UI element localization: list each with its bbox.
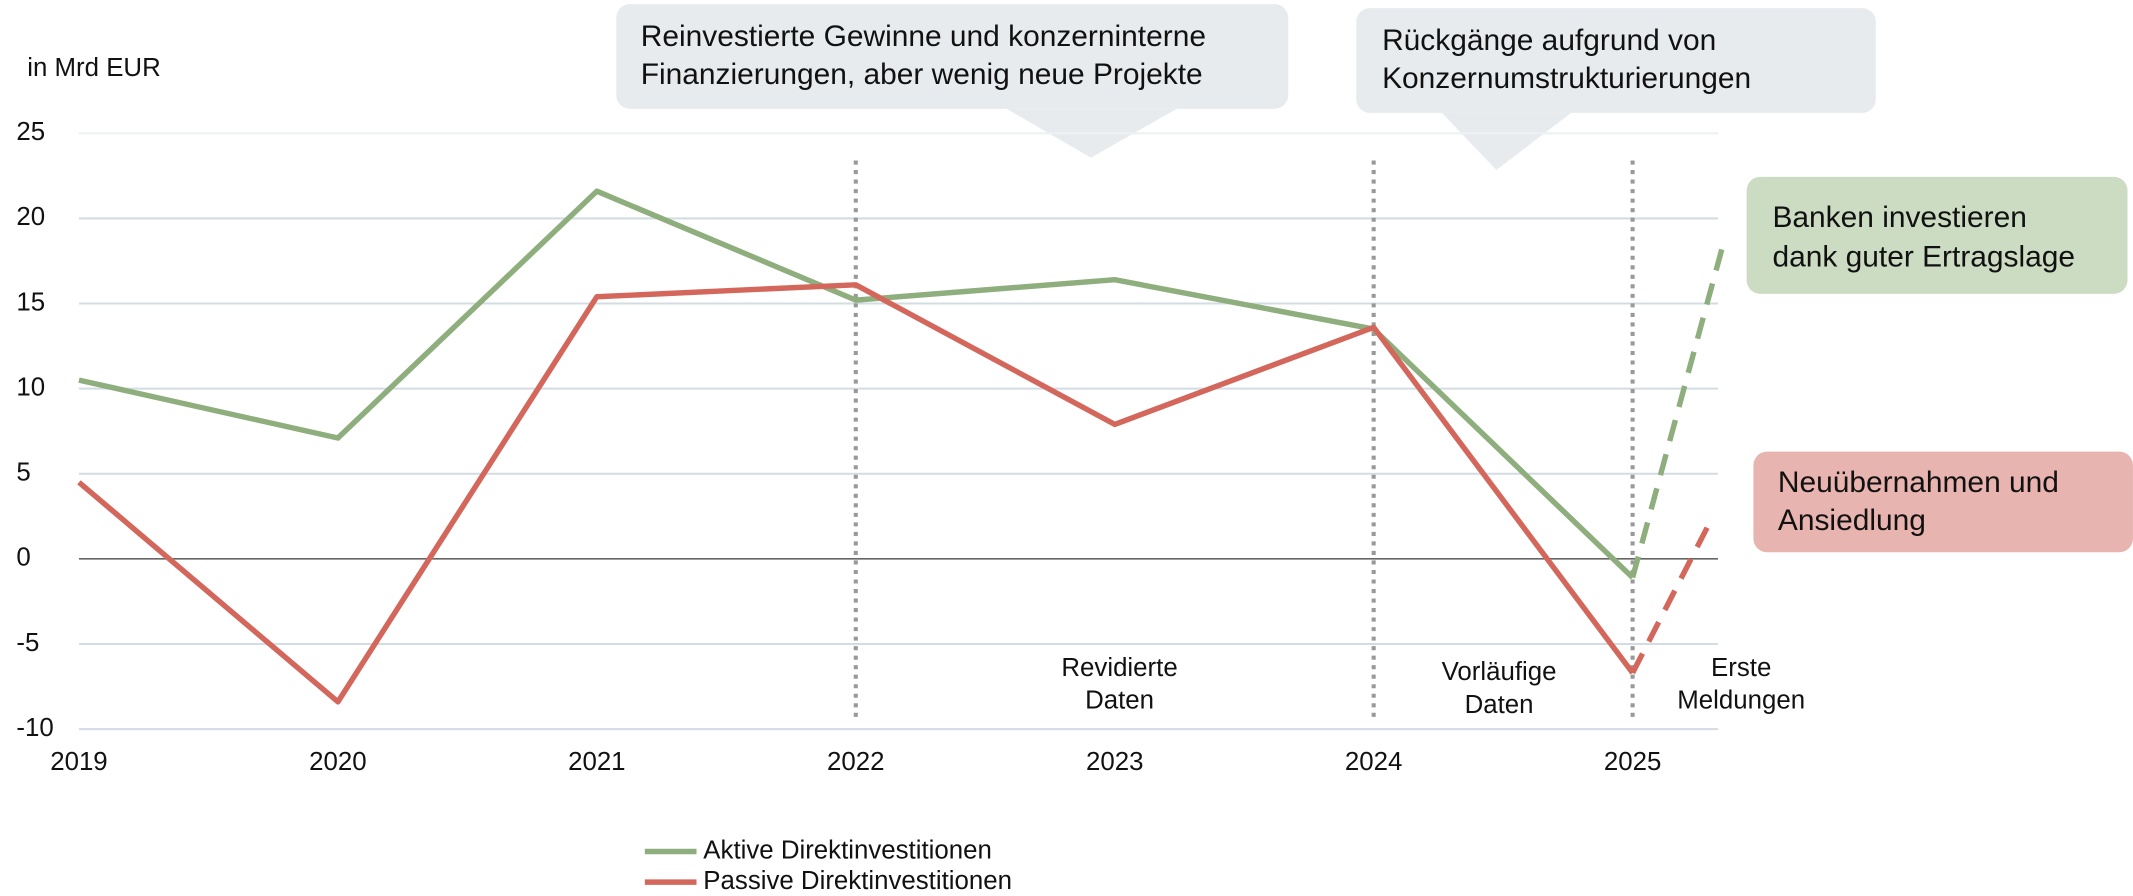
callout-box [616,4,1289,109]
period-label: Daten [1465,691,1534,719]
callout-text: Neuübernahmen und [1778,466,2059,499]
x-tick-label: 2024 [1345,748,1402,776]
period-label: Revidierte [1061,654,1177,682]
callout-text: Reinvestierte Gewinne und konzerninterne [641,20,1206,53]
callout-text: Rückgänge aufgrund von [1382,24,1716,57]
y-tick-label: 25 [16,118,45,146]
callout-box [1356,8,1876,113]
period-label: Daten [1085,687,1154,715]
x-tick-label: 2021 [568,748,625,776]
callout-text: Konzernumstrukturierungen [1382,62,1751,95]
y-tick-label: -5 [16,629,39,657]
y-unit-label: in Mrd EUR [27,54,160,82]
y-tick-label: 5 [16,459,30,487]
legend-label: Aktive Direktinvestitionen [703,836,992,864]
callout-text: Banken investieren [1772,201,2026,234]
y-tick-label: 20 [16,203,45,231]
forecast-line [1629,243,1726,579]
callout-text: Finanzierungen, aber wenig neue Projekte [641,58,1203,91]
callout-box [1753,451,2133,553]
callout-box [1746,176,2128,294]
y-tick-label: -10 [16,714,53,742]
x-tick-label: 2025 [1604,748,1661,776]
period-label: Vorläufige [1442,658,1557,686]
period-label: Erste [1711,654,1771,682]
series-line [77,282,1635,705]
legend-label: Passive Direktinvestitionen [703,867,1012,895]
callout-text: dank guter Ertragslage [1772,240,2075,273]
x-tick-label: 2022 [827,748,884,776]
callout-pointer [1441,112,1572,171]
y-tick-label: 15 [16,288,45,316]
x-tick-label: 2019 [50,748,107,776]
x-tick-label: 2023 [1086,748,1143,776]
x-tick-label: 2020 [309,748,366,776]
period-label: Meldungen [1677,687,1805,715]
callout-text: Ansiedlung [1778,504,1926,537]
forecast-line [1630,525,1711,675]
y-tick-label: 10 [16,373,45,401]
y-tick-label: 0 [16,544,30,572]
